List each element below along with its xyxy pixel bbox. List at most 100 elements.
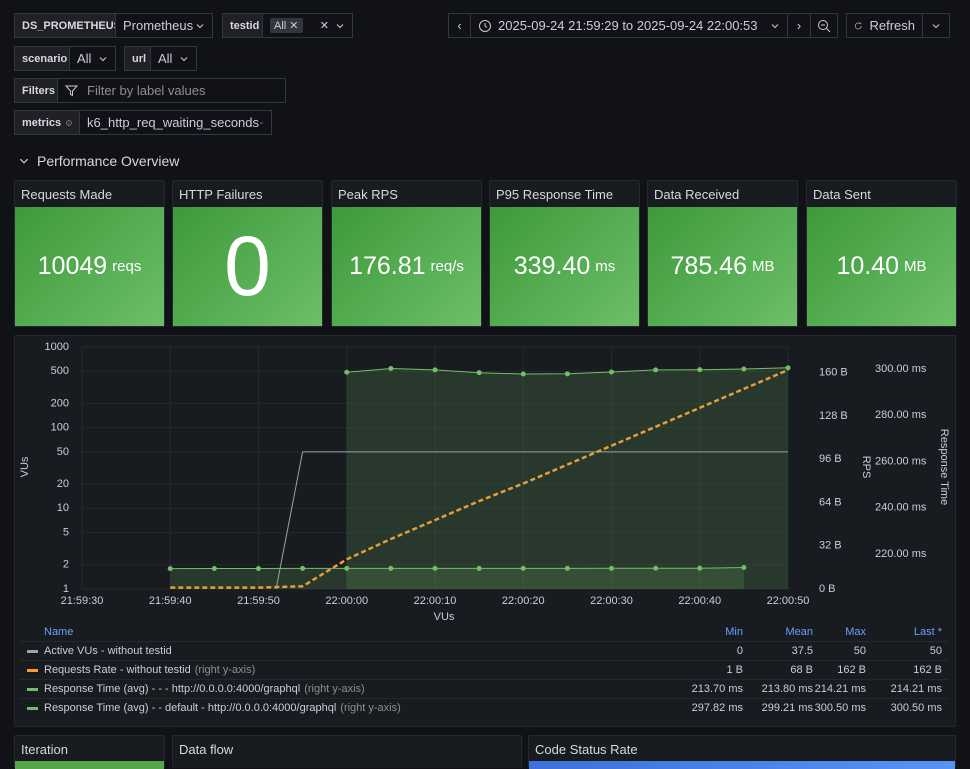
zoom-icon [818, 19, 831, 32]
legend-header[interactable]: Last * [913, 626, 942, 638]
legend-value: 299.21 ms [761, 702, 813, 714]
y3-tick-label: 220.00 ms [875, 548, 927, 560]
legend-value: 214.21 ms [890, 683, 942, 695]
y2-tick-label: 0 B [819, 583, 836, 595]
y-tick-label: 1 [63, 583, 69, 595]
legend-swatch [27, 688, 38, 691]
series-line [170, 567, 744, 570]
axis-note: (right y-axis) [340, 702, 401, 714]
y2-tick-label: 64 B [819, 496, 842, 508]
point [388, 565, 394, 571]
refresh-icon [854, 21, 862, 29]
variable-label: DS_PROMETHEUS [14, 13, 121, 38]
stat-unit: ms [595, 258, 616, 275]
legend-value: 162 B [837, 664, 866, 676]
stat-body: 10.40 MB [807, 207, 956, 326]
point [653, 565, 659, 571]
select-value: k6_http_req_waiting_seconds [87, 115, 260, 130]
stat-panel: P95 Response Time 339.40 ms [489, 180, 640, 327]
legend-name[interactable]: Response Time (avg) - - - http://0.0.0.0… [44, 683, 365, 695]
y-axis-title: VUs [19, 456, 31, 477]
y2-tick-label: 96 B [819, 453, 842, 465]
point [476, 565, 482, 571]
row-separator [20, 641, 948, 642]
variable-label: Filters [14, 78, 58, 103]
x-tick-label: 22:00:30 [590, 595, 633, 607]
datasource-select[interactable]: Prometheus [115, 13, 213, 38]
stat-unit: reqs [112, 258, 142, 275]
stat-body: 0 [173, 207, 322, 326]
metrics-select[interactable]: k6_http_req_waiting_seconds [79, 110, 272, 135]
select-value: Prometheus [123, 18, 194, 33]
x-tick-label: 22:00:10 [414, 595, 457, 607]
legend-header[interactable]: Max [845, 626, 866, 638]
y-tick-label: 50 [57, 446, 69, 458]
stat-panel: Data Received 785.46 MB [647, 180, 798, 327]
section-header[interactable]: Performance Overview [18, 152, 179, 170]
x-tick-label: 21:59:40 [149, 595, 192, 607]
next-range[interactable]: › [787, 13, 811, 38]
area [170, 567, 744, 589]
legend-name[interactable]: Response Time (avg) - - default - http:/… [44, 702, 401, 714]
point [344, 565, 350, 571]
y3-tick-label: 260.00 ms [875, 455, 927, 467]
panel-fill [529, 761, 955, 769]
stat-body: 339.40 ms [490, 207, 639, 326]
series-name: Active VUs - without testid [44, 645, 172, 657]
chip: All ✕ [270, 18, 303, 33]
series-name: Response Time (avg) - - default - http:/… [44, 702, 337, 714]
legend-header: Name [44, 626, 74, 638]
x-tick-label: 22:00:50 [767, 595, 810, 607]
point [211, 566, 217, 572]
stat-unit: MB [904, 258, 927, 275]
area [346, 367, 788, 589]
variable-label: url [124, 46, 151, 71]
y2-axis-title: RPS [860, 456, 872, 479]
filter-input[interactable]: Filter by label values [57, 78, 286, 103]
stat-body: 176.81 req/s [332, 207, 481, 326]
clear[interactable]: ✕ [319, 20, 329, 32]
testid-select[interactable]: All ✕ ✕ [262, 13, 353, 38]
point [697, 367, 703, 373]
time-range: 2025-09-24 21:59:29 to 2025-09-24 22:00:… [498, 18, 758, 33]
refresh-label: Refresh [869, 18, 915, 33]
series-name: Response Time (avg) - - - http://0.0.0.0… [44, 683, 301, 695]
refresh-button[interactable]: Refresh [846, 13, 923, 38]
point [167, 566, 173, 572]
panel-title: Data Sent [813, 187, 871, 202]
point [741, 366, 747, 372]
x-tick-label: 22:00:20 [502, 595, 545, 607]
y-tick-label: 2 [63, 559, 69, 571]
point [520, 371, 526, 377]
chevron [180, 56, 188, 61]
legend-value: 37.5 [791, 645, 813, 657]
panel: Code Status Rate [528, 735, 956, 769]
legend-value: 300.50 ms [814, 702, 866, 714]
refresh-interval[interactable] [922, 13, 950, 38]
chevron [259, 121, 264, 124]
x-tick-label: 22:00:40 [678, 595, 721, 607]
series-name: Requests Rate - without testid [44, 664, 191, 676]
panel-title: Data flow [179, 742, 234, 757]
x-tick-label: 22:00:00 [325, 595, 368, 607]
x-tick-label: 21:59:30 [61, 595, 104, 607]
panel-title: Data Received [654, 187, 740, 202]
legend-header[interactable]: Min [725, 626, 743, 638]
legend-value: 162 B [913, 664, 942, 676]
legend-value: 50 [929, 645, 942, 657]
url-select[interactable]: All [150, 46, 197, 71]
point [564, 371, 570, 377]
legend-header[interactable]: Mean [785, 626, 813, 638]
panel-title: HTTP Failures [179, 187, 263, 202]
time-range-picker[interactable]: 2025-09-24 21:59:29 to 2025-09-24 22:00:… [470, 13, 788, 38]
legend-name[interactable]: Requests Rate - without testid (right y-a… [44, 664, 255, 676]
scenario-select[interactable]: All [69, 46, 116, 71]
legend-name[interactable]: Active VUs - without testid [44, 645, 172, 657]
y-tick-label: 10 [57, 502, 69, 514]
filter-icon [65, 85, 78, 97]
legend-value: 297.82 ms [691, 702, 743, 714]
zoom-out[interactable] [810, 13, 838, 38]
point [388, 366, 394, 372]
